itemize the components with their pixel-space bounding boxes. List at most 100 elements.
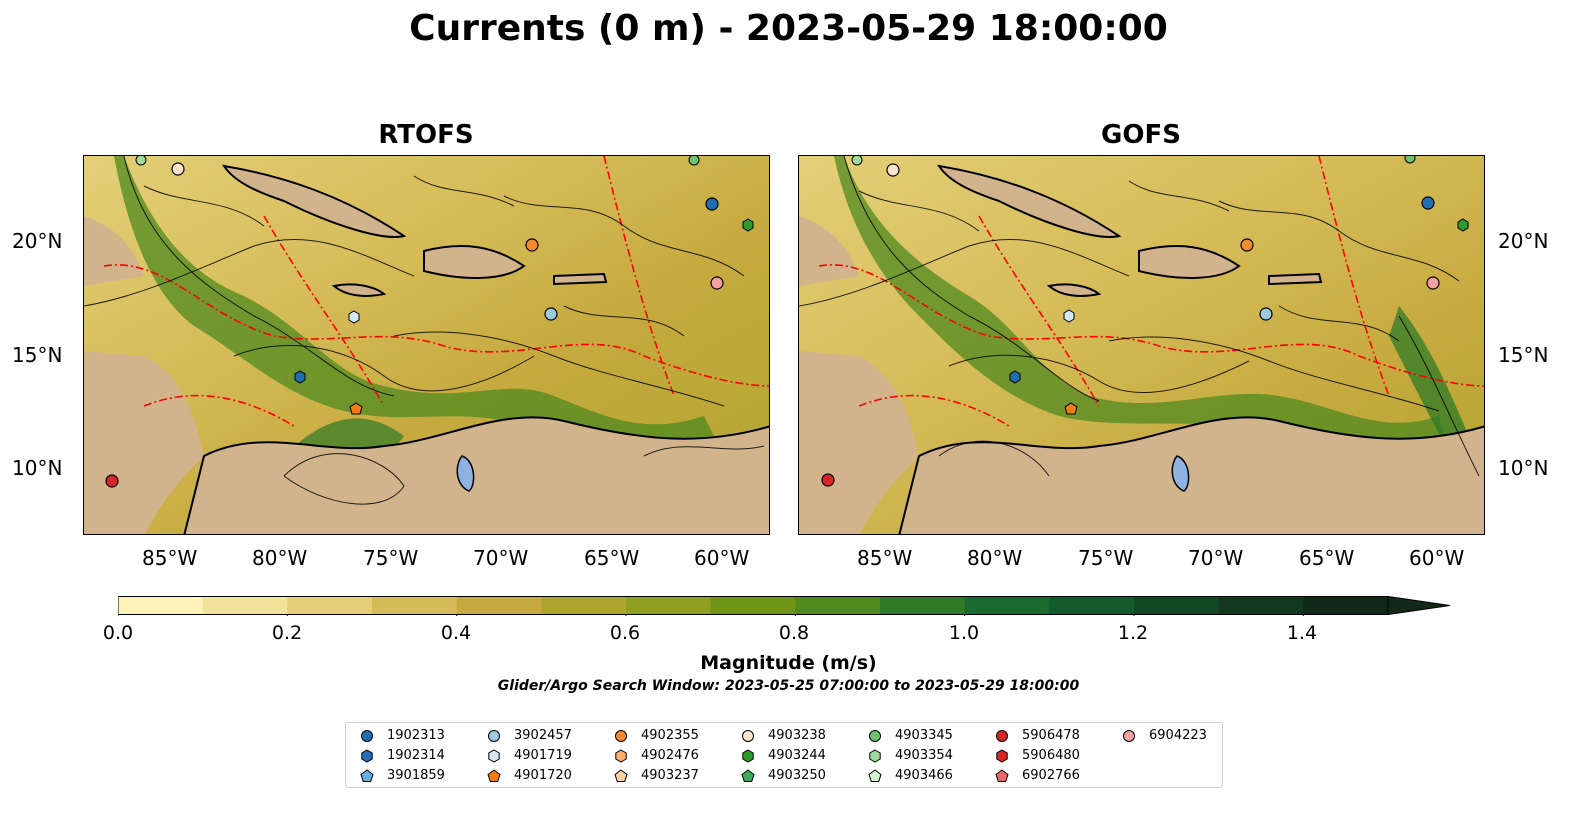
marker-4901719: [348, 310, 360, 324]
map-panel-rtofs[interactable]: [83, 155, 770, 535]
legend-label: 4903345: [895, 728, 953, 743]
legend-marker-pentagon-icon: [360, 768, 374, 782]
marker-4902355: [1240, 238, 1254, 252]
marker-1902314: [294, 370, 306, 384]
streamlines: [84, 156, 765, 505]
legend-item-4903250: 4903250: [741, 768, 826, 783]
land-puerto-rico: [1268, 272, 1323, 286]
legend-marker-circle-icon: [742, 729, 754, 742]
colorbar-label: Magnitude (m/s): [700, 652, 877, 674]
legend-label: 4903237: [641, 768, 699, 783]
legend-marker-hexagon-icon: [996, 748, 1008, 763]
lat-label-10n-left: 10°N: [12, 456, 63, 480]
legend-marker-pentagon-icon: [614, 768, 628, 782]
land-cuba: [221, 164, 407, 238]
search-window-note: Glider/Argo Search Window: 2023-05-25 07…: [497, 678, 1080, 694]
land-south-america: [183, 416, 769, 534]
map-rtofs: [84, 156, 769, 534]
lon-label-75w-left: 75°W: [363, 546, 419, 570]
marker-5906478: [821, 473, 835, 487]
legend-label: 4902476: [641, 748, 699, 763]
legend-item-3902457: 3902457: [487, 728, 572, 743]
legend-label: 1902313: [387, 728, 445, 743]
colorbar: [118, 596, 1451, 616]
legend-marker-hexagon-icon: [615, 748, 627, 763]
legend-label: 4903250: [768, 768, 826, 783]
land-central-america: [799, 351, 919, 534]
legend-label: 3902457: [514, 728, 572, 743]
legend-label: 4902355: [641, 728, 699, 743]
land-yucatan: [799, 216, 859, 286]
legend-marker-circle-icon: [361, 729, 373, 742]
land-hispaniola: [1138, 245, 1241, 279]
legend-item-1902314: 1902314: [360, 748, 445, 763]
legend-marker-hexagon-icon: [361, 748, 373, 763]
legend-label: 6904223: [1149, 728, 1207, 743]
colorbar-segment: [626, 596, 712, 615]
eez-boundaries: [103, 156, 769, 427]
figure-title: Currents (0 m) - 2023-05-29 18:00:00: [409, 8, 1168, 49]
legend: 1902313 1902314 3901859 3902457 4901719 49017…: [345, 722, 1223, 788]
marker-1902313: [705, 197, 719, 211]
marker-6904223: [1426, 276, 1440, 290]
colorbar-segment: [710, 596, 796, 615]
colorbar-tick-1-0: 1.0: [948, 622, 980, 644]
legend-label: 1902314: [387, 748, 445, 763]
colorbar-segment: [287, 596, 373, 615]
legend-item-4903345: 4903345: [868, 728, 953, 743]
land-jamaica: [331, 283, 387, 297]
legend-marker-hexagon-icon: [742, 748, 754, 763]
colorbar-tick-0-8: 0.8: [778, 622, 810, 644]
legend-marker-hexagon-icon: [488, 748, 500, 763]
legend-item-5906480: 5906480: [995, 748, 1080, 763]
land-puerto-rico: [553, 272, 608, 286]
marker-4903238: [171, 162, 185, 176]
lon-label-65w-left: 65°W: [584, 546, 640, 570]
panel-title-gofs: GOFS: [1101, 120, 1181, 150]
lon-label-80w-left: 80°W: [252, 546, 308, 570]
lon-label-60w-left: 60°W: [694, 546, 750, 570]
colorbar-segment: [1303, 596, 1389, 615]
marker-4903354: [135, 156, 147, 166]
lon-label-80w-right: 80°W: [967, 546, 1023, 570]
legend-label: 6902766: [1022, 768, 1080, 783]
legend-marker-hexagon-icon: [869, 748, 881, 763]
map-gofs: [799, 156, 1484, 534]
marker-4903238: [886, 163, 900, 177]
legend-item-4903354: 4903354: [868, 748, 953, 763]
colorbar-segment: [118, 596, 204, 615]
legend-label: 4903354: [895, 748, 953, 763]
legend-marker-pentagon-icon: [868, 768, 882, 782]
colorbar-segment: [1049, 596, 1135, 615]
legend-marker-circle-icon: [996, 729, 1008, 742]
panel-title-rtofs: RTOFS: [378, 120, 474, 150]
lon-label-85w-left: 85°W: [142, 546, 198, 570]
colorbar-tick-1-4: 1.4: [1286, 622, 1318, 644]
marker-3902457: [544, 307, 558, 321]
lat-label-20n-left: 20°N: [12, 229, 63, 253]
legend-marker-pentagon-icon: [995, 768, 1009, 782]
legend-item-6902766: 6902766: [995, 768, 1080, 783]
legend-item-4903466: 4903466: [868, 768, 953, 783]
land-jamaica: [1046, 283, 1102, 297]
lat-label-15n-left: 15°N: [12, 343, 63, 367]
legend-marker-circle-icon: [1123, 729, 1135, 742]
legend-label: 4903466: [895, 768, 953, 783]
legend-item-4902355: 4902355: [614, 728, 699, 743]
legend-label: 4903238: [768, 728, 826, 743]
lon-label-75w-right: 75°W: [1078, 546, 1134, 570]
lon-label-70w-right: 70°W: [1188, 546, 1244, 570]
map-panel-gofs[interactable]: [798, 155, 1485, 535]
legend-item-5906478: 5906478: [995, 728, 1080, 743]
colorbar-segment: [541, 596, 627, 615]
legend-item-3901859: 3901859: [360, 768, 445, 783]
marker-4903244: [742, 218, 754, 232]
land-yucatan: [84, 216, 144, 286]
colorbar-segment: [795, 596, 881, 615]
legend-item-4902476: 4902476: [614, 748, 699, 763]
colorbar-tick-0-4: 0.4: [440, 622, 472, 644]
marker-3902457: [1259, 307, 1273, 321]
legend-marker-circle-icon: [615, 729, 627, 742]
colorbar-segment: [456, 596, 542, 615]
marker-4901720: [349, 402, 363, 415]
